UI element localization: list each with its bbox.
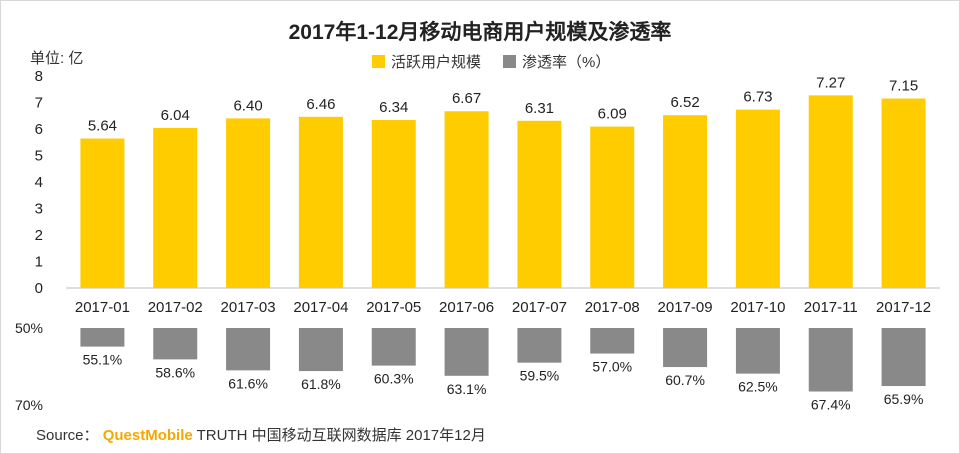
- penetration-value-label: 59.5%: [520, 368, 560, 384]
- penetration-value-label: 67.4%: [811, 397, 851, 413]
- penetration-value-label: 60.7%: [665, 372, 705, 388]
- x-tick-label: 2017-03: [221, 299, 276, 316]
- x-tick-label: 2017-07: [512, 299, 567, 316]
- penetration-value-label: 57.0%: [592, 359, 632, 375]
- bar-active-users: [663, 115, 708, 288]
- bar-penetration: [808, 328, 853, 392]
- x-tick-label: 2017-08: [585, 299, 640, 316]
- y-axis-unit-label: 单位: 亿: [30, 50, 84, 67]
- bar-penetration: [371, 328, 416, 366]
- source-rest: TRUTH 中国移动互联网数据库 2017年12月: [196, 427, 486, 444]
- bar-active-users: [590, 126, 635, 289]
- bar-active-users: [444, 111, 489, 289]
- legend: 活跃用户规模 渗透率（%）: [372, 51, 632, 72]
- penetration-value-label: 65.9%: [884, 391, 924, 407]
- bar-active-users: [517, 120, 562, 288]
- legend-item-active-users: 活跃用户规模: [372, 51, 481, 72]
- legend-swatch-active-users: [372, 55, 385, 68]
- bar-penetration: [663, 328, 708, 368]
- source-brand: QuestMobile: [102, 427, 193, 444]
- penetration-tick-label: 50%: [15, 320, 43, 336]
- bar-penetration: [590, 328, 635, 354]
- bar-active-users: [371, 119, 416, 289]
- bar-penetration: [881, 328, 926, 387]
- penetration-value-label: 61.6%: [228, 375, 268, 391]
- bar-value-label: 6.46: [306, 96, 335, 113]
- bar-value-label: 7.27: [816, 74, 845, 91]
- bar-active-users: [80, 138, 125, 288]
- penetration-value-label: 55.1%: [83, 352, 123, 368]
- y-tick-label: 3: [35, 201, 43, 218]
- penetration-tick-label: 70%: [15, 397, 43, 413]
- bar-value-label: 6.31: [525, 100, 554, 117]
- penetration-value-label: 62.5%: [738, 379, 778, 395]
- bar-penetration: [226, 328, 271, 371]
- bar-active-users: [226, 118, 271, 289]
- bar-value-label: 6.52: [670, 94, 699, 111]
- bar-active-users: [881, 98, 926, 289]
- bar-active-users: [735, 109, 780, 288]
- y-tick-label: 2: [35, 227, 43, 244]
- x-tick-label: 2017-09: [658, 299, 713, 316]
- bar-active-users: [298, 116, 343, 288]
- bar-active-users: [153, 127, 198, 288]
- bar-value-label: 7.15: [889, 78, 918, 95]
- legend-label-penetration: 渗透率（%）: [522, 54, 611, 71]
- bar-penetration: [153, 328, 198, 360]
- x-tick-label: 2017-01: [75, 299, 130, 316]
- penetration-value-label: 58.6%: [155, 364, 195, 380]
- y-tick-label: 8: [35, 68, 43, 85]
- y-tick-label: 7: [35, 95, 43, 112]
- bar-value-label: 5.64: [88, 118, 117, 135]
- bar-penetration: [735, 328, 780, 374]
- y-tick-label: 5: [35, 148, 43, 165]
- bar-value-label: 6.04: [161, 107, 190, 124]
- penetration-value-label: 61.8%: [301, 376, 341, 392]
- source-prefix: Source：: [36, 427, 99, 444]
- bar-penetration: [517, 328, 562, 363]
- y-tick-label: 0: [35, 280, 43, 297]
- bar-penetration: [444, 328, 489, 376]
- y-tick-label: 6: [35, 121, 43, 138]
- bar-value-label: 6.67: [452, 90, 481, 107]
- bar-penetration: [80, 328, 125, 347]
- x-tick-label: 2017-02: [148, 299, 203, 316]
- bar-value-label: 6.09: [598, 106, 627, 123]
- legend-label-active-users: 活跃用户规模: [391, 54, 482, 71]
- penetration-value-label: 63.1%: [447, 381, 487, 397]
- bar-active-users: [808, 95, 853, 288]
- bar-value-label: 6.34: [379, 99, 408, 116]
- legend-item-penetration: 渗透率（%）: [503, 51, 610, 72]
- x-tick-label: 2017-06: [439, 299, 494, 316]
- x-tick-label: 2017-10: [730, 299, 785, 316]
- x-tick-label: 2017-04: [293, 299, 348, 316]
- y-tick-label: 1: [35, 254, 43, 271]
- chart-title: 2017年1-12月移动电商用户规模及渗透率: [288, 21, 672, 44]
- bar-value-label: 6.40: [233, 97, 262, 114]
- x-tick-label: 2017-11: [804, 299, 858, 316]
- x-tick-label: 2017-05: [366, 299, 421, 316]
- penetration-value-label: 60.3%: [374, 371, 414, 387]
- y-tick-label: 4: [35, 174, 43, 191]
- legend-swatch-penetration: [503, 55, 517, 68]
- bar-penetration: [298, 328, 343, 372]
- source-note: Source： QuestMobile TRUTH 中国移动互联网数据库 201…: [36, 424, 486, 445]
- bar-value-label: 6.73: [743, 89, 772, 106]
- x-tick-label: 2017-12: [876, 299, 931, 316]
